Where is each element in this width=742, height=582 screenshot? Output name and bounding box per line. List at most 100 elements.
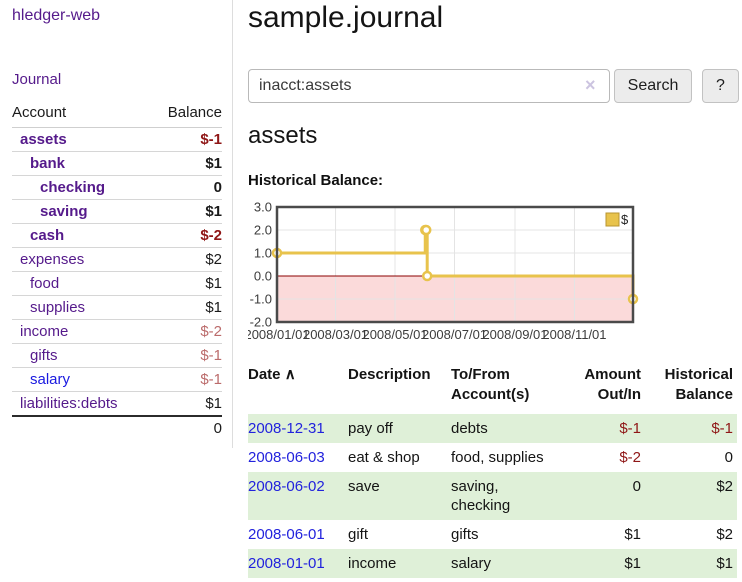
register-row: 2008-06-01 gift gifts $1 $2 xyxy=(248,520,737,549)
legend-swatch xyxy=(605,212,620,227)
search-help-button[interactable]: ? xyxy=(702,69,739,103)
transaction-accounts: gifts xyxy=(451,526,479,543)
y-axis-tick-label: 3.0 xyxy=(254,200,272,215)
search-form: × Search ? xyxy=(248,69,742,105)
chart-border xyxy=(275,205,635,324)
transaction-accounts: saving, checking xyxy=(451,478,511,514)
y-axis-tick-label: 1.0 xyxy=(254,246,272,261)
y-axis-tick-label: 2.0 xyxy=(254,223,272,238)
account-balance: $1 xyxy=(205,155,222,172)
transaction-date-link[interactable]: 2008-06-01 xyxy=(248,526,325,543)
transaction-date-link[interactable]: 2008-12-31 xyxy=(248,420,325,437)
y-axis-tick-label: 0.0 xyxy=(254,269,272,284)
balance-column-header: Balance xyxy=(167,104,222,121)
account-row: liabilities:debts $1 xyxy=(12,391,222,417)
transaction-accounts: salary xyxy=(451,555,492,572)
account-row: saving $1 xyxy=(12,199,222,224)
page-title: sample.journal xyxy=(248,1,444,34)
account-balance: $-1 xyxy=(200,131,222,148)
sidebar-account-link[interactable]: food xyxy=(30,275,60,292)
transaction-description: eat & shop xyxy=(348,449,420,466)
transaction-amount: $-2 xyxy=(619,449,641,466)
transaction-amount: $1 xyxy=(624,526,641,543)
clear-search-icon[interactable]: × xyxy=(585,75,596,95)
account-balance: $-1 xyxy=(200,371,222,388)
historical-balance-chart: $3.0 2.0 1.0 0.0 -1.0 -2.02008/01/012008/03/0… xyxy=(248,200,639,342)
search-input[interactable] xyxy=(248,69,610,103)
x-axis-tick-label: 2008/11/01 xyxy=(542,327,606,342)
sidebar-account-link[interactable]: checking xyxy=(40,179,106,196)
account-balance: $1 xyxy=(205,395,222,412)
transaction-date-link[interactable]: 2008-06-02 xyxy=(248,478,325,495)
y-axis-tick-label: -2.0 xyxy=(250,315,272,330)
account-column-header: Account xyxy=(12,104,67,121)
transaction-description: pay off xyxy=(348,420,393,437)
chart-title: Historical Balance: xyxy=(248,172,384,189)
account-heading: assets xyxy=(248,122,318,149)
register-row: 2008-12-31 pay off debts $-1 $-1 xyxy=(248,414,737,443)
balance-column-header-register: Historical Balance xyxy=(664,366,733,403)
accounts-table: Account Balance assets $-1 bank $1 checking 0… xyxy=(12,101,222,440)
transaction-balance: $1 xyxy=(716,555,733,572)
sidebar: hledger-web Journal Account Balance asse… xyxy=(0,0,233,448)
account-balance: $1 xyxy=(205,203,222,220)
transaction-balance: 0 xyxy=(724,449,733,466)
accounts-table-header-row: Account Balance xyxy=(12,101,222,128)
sidebar-account-link[interactable]: salary xyxy=(30,371,71,388)
x-axis-tick-label: 2008/09/01 xyxy=(482,327,547,342)
sidebar-account-link[interactable]: bank xyxy=(30,155,66,172)
transaction-description: income xyxy=(348,555,397,572)
sort-ascending-icon: ∧ xyxy=(284,366,296,383)
accounts-total-row: 0 xyxy=(12,415,222,440)
register-header-row: Date ∧ Description To/From Account(s) Am… xyxy=(248,361,737,414)
data-point-marker xyxy=(421,270,433,282)
description-column-header: Description xyxy=(348,366,431,383)
account-row: bank $1 xyxy=(12,151,222,176)
x-axis-tick-label: 2008/05/01 xyxy=(362,327,427,342)
date-column-header[interactable]: Date ∧ xyxy=(248,366,296,383)
transaction-date-link[interactable]: 2008-06-03 xyxy=(248,449,325,466)
transaction-description: save xyxy=(348,478,380,495)
accounts-table-body: assets $-1 bank $1 checking 0 saving $1 cash $-2 e… xyxy=(12,128,222,417)
x-axis-tick-label: 2008/07/01 xyxy=(422,327,487,342)
account-row: cash $-2 xyxy=(12,223,222,248)
app-title-link[interactable]: hledger-web xyxy=(12,7,101,24)
account-balance: $-2 xyxy=(200,323,222,340)
sidebar-account-link[interactable]: expenses xyxy=(20,251,85,268)
account-balance: $2 xyxy=(205,251,222,268)
x-axis-tick-label: 2008/01/01 xyxy=(248,327,310,342)
account-row: supplies $1 xyxy=(12,295,222,320)
sidebar-account-link[interactable]: saving xyxy=(40,203,88,220)
sidebar-account-link[interactable]: income xyxy=(20,323,69,340)
transaction-description: gift xyxy=(348,526,369,543)
sidebar-item-journal[interactable]: Journal xyxy=(12,71,62,88)
account-balance: 0 xyxy=(213,179,222,196)
transaction-amount: 0 xyxy=(632,478,641,495)
account-row: gifts $-1 xyxy=(12,343,222,368)
legend-label: $ xyxy=(621,212,629,227)
register-row: 2008-06-03 eat & shop food, supplies $-2 0 xyxy=(248,443,737,472)
accounts-total-balance: 0 xyxy=(12,415,222,440)
sidebar-account-link[interactable]: gifts xyxy=(30,347,58,364)
account-row: checking 0 xyxy=(12,175,222,200)
account-balance: $1 xyxy=(205,275,222,292)
transaction-date-link[interactable]: 2008-01-01 xyxy=(248,555,325,572)
transaction-accounts: debts xyxy=(451,420,488,437)
account-balance: $-2 xyxy=(200,227,222,244)
transaction-balance: $-1 xyxy=(711,420,733,437)
transaction-accounts: food, supplies xyxy=(451,449,544,466)
y-axis-tick-label: -1.0 xyxy=(250,292,272,307)
main-content: sample.journal × Search ? assets Histori… xyxy=(248,0,742,582)
account-row: income $-2 xyxy=(12,319,222,344)
account-row: salary $-1 xyxy=(12,367,222,392)
account-balance: $1 xyxy=(205,299,222,316)
amount-column-header: Amount Out/In xyxy=(584,366,641,403)
sidebar-account-link[interactable]: supplies xyxy=(30,299,86,316)
register-table-body: 2008-12-31 pay off debts $-1 $-1 2008-06-03 ea… xyxy=(248,414,737,578)
transaction-amount: $-1 xyxy=(619,420,641,437)
sidebar-account-link[interactable]: cash xyxy=(30,227,65,244)
sidebar-account-link[interactable]: assets xyxy=(20,131,67,148)
sidebar-account-link[interactable]: liabilities:debts xyxy=(20,395,118,412)
search-button[interactable]: Search xyxy=(614,69,692,103)
